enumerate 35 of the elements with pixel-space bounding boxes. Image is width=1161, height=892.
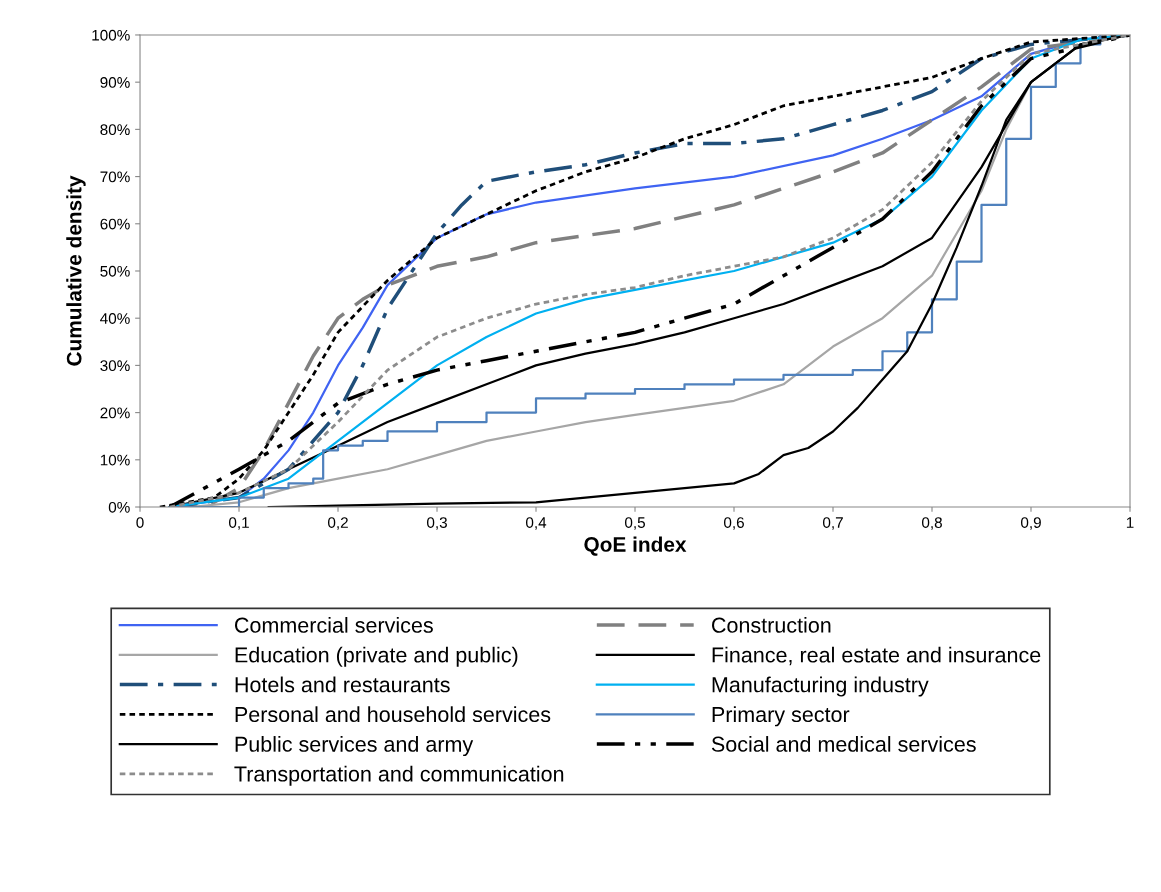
y-tick-label: 40%	[100, 313, 130, 324]
legend-label: Manufacturing industry	[712, 676, 929, 697]
x-tick-label: 0,6	[723, 517, 744, 530]
y-tick-label: 0%	[108, 501, 130, 513]
y-tick-label: 30%	[100, 360, 130, 372]
y-tick-label: 20%	[100, 407, 130, 419]
x-tick-label: 0,8	[921, 517, 942, 530]
y-tick-label: 90%	[100, 77, 130, 88]
x-tick-label: 0,3	[426, 517, 447, 530]
legend-label: Finance, real estate and insurance	[712, 646, 1041, 666]
legend-label: Personal and household services	[235, 706, 551, 723]
x-tick-label: 0,2	[327, 517, 348, 530]
y-tick-label: 80%	[100, 124, 130, 136]
x-tick-label: 0,7	[822, 517, 843, 530]
y-axis-title: Cumulative density	[66, 175, 86, 366]
x-tick-label: 1	[1126, 517, 1134, 528]
legend-label: Education (private and public)	[235, 646, 518, 667]
y-tick-label: 10%	[100, 454, 130, 466]
legend-label: Hotels and restaurants	[235, 676, 450, 693]
y-tick-label: 70%	[100, 171, 130, 183]
legend-label: Transportation and communication	[234, 765, 564, 786]
y-tick-label: 100%	[92, 29, 130, 41]
legend-label: Primary sector	[712, 706, 850, 727]
x-tick-label: 0,9	[1020, 517, 1041, 530]
legend-label: Construction	[712, 617, 831, 633]
x-axis-title: QoE index	[584, 536, 687, 556]
y-tick-label: 60%	[100, 218, 130, 230]
x-tick-label: 0,1	[228, 517, 249, 530]
x-tick-label: 0,4	[525, 517, 547, 530]
legend-label: Social and medical services	[711, 736, 976, 752]
x-tick-label: 0,5	[624, 517, 645, 530]
x-tick-label: 0	[136, 517, 144, 528]
legend-label: Commercial services	[235, 617, 433, 633]
y-tick-label: 50%	[100, 265, 130, 277]
legend-label: Public services and army	[235, 736, 474, 757]
